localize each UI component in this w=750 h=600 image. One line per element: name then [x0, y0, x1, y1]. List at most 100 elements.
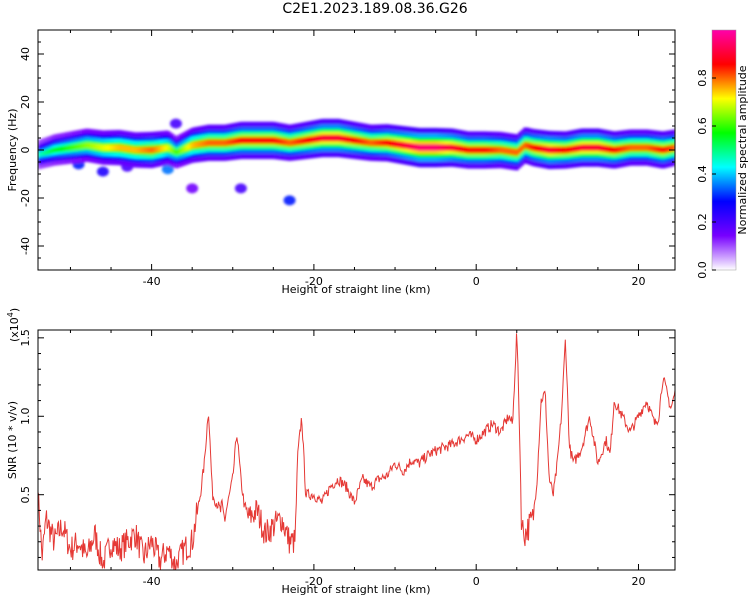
spectrogram-cell: [263, 137, 267, 144]
spectrogram-cell: [319, 134, 323, 142]
spectrogram-axes: -40 -20 0 20 -40 -20 0 20 40: [19, 30, 675, 288]
spectrogram-cell: [368, 139, 372, 146]
spectrogram-cell: [520, 144, 524, 151]
spectrogram-cell: [118, 144, 122, 151]
spectrogram-cell: [552, 146, 556, 154]
spectrogram-cell: [518, 146, 522, 154]
spectrogram-cell: [185, 144, 189, 151]
y-tick-label: 40: [19, 47, 32, 61]
spectrogram-cell: [422, 144, 426, 151]
spectrogram-cell: [273, 137, 277, 144]
x-tick-label: -20: [305, 275, 323, 288]
spectrogram-cell: [207, 139, 211, 146]
spectrogram-cell: [530, 144, 534, 151]
spectrogram-cell: [72, 144, 76, 150]
spectrogram-y-axis-title: Frequency (Hz): [6, 109, 19, 192]
spectrogram-cell: [64, 145, 68, 151]
spectrogram-cell: [214, 139, 218, 146]
spectrogram-cell: [439, 144, 443, 151]
spectrogram-cell: [324, 134, 328, 142]
spectrogram-cell: [400, 141, 404, 149]
spectrogram-cell: [442, 144, 446, 151]
spectrogram-cell: [305, 137, 309, 144]
spectrogram-cell: [403, 142, 407, 149]
spectrogram-cell: [633, 144, 637, 151]
snr-scale-factor: (x104): [6, 308, 21, 342]
spectrogram-cell: [456, 145, 460, 152]
y-tick-label: 20: [19, 95, 32, 109]
spectrogram-cell: [388, 139, 392, 147]
spectrogram-cell: [554, 146, 558, 154]
spectrogram-cell: [662, 146, 666, 153]
spectrogram-cell: [126, 145, 130, 152]
spectrogram-cell: [322, 134, 326, 142]
spectrogram-cell: [378, 139, 382, 146]
spectrogram-cell: [312, 136, 316, 143]
spectrogram-cell: [351, 136, 355, 144]
spectrogram-cell: [55, 146, 59, 153]
spectrogram-cell: [327, 134, 331, 142]
colorbar-tick-label: 0.0: [696, 261, 709, 279]
snr-axes: -40 -20 0 20 0.5 1.0 1.5: [19, 329, 675, 588]
spectrogram-cell: [268, 137, 272, 144]
spectrogram-cell: [559, 146, 563, 154]
spectrogram-cell: [243, 137, 247, 144]
spectrogram-cell: [153, 146, 157, 153]
spectrogram-cell: [283, 138, 287, 146]
colorbar: 0.0 0.2 0.4 0.6 0.8 Normalized spectral ampl…: [696, 29, 749, 279]
spectrogram-cell: [545, 146, 549, 153]
spectrogram-cell: [292, 139, 296, 146]
spectrogram-cell: [444, 144, 448, 151]
spectrogram-cell: [256, 137, 260, 144]
spectrogram-cell: [62, 145, 66, 152]
spectrogram-cell: [136, 146, 140, 154]
x-tick-label: 0: [473, 275, 480, 288]
spectrogram-panel: -40 -20 0 20 -40 -20 0 20 40 Height of straight …: [6, 29, 676, 296]
spectrogram-cell: [332, 134, 336, 142]
spectrogram-cell: [104, 144, 108, 151]
spectrogram-cell: [381, 139, 385, 146]
spectrogram-cell: [393, 140, 397, 148]
spectrogram-cell: [469, 146, 473, 154]
spectrogram-cell: [162, 145, 166, 152]
spectrogram-cell: [160, 145, 164, 152]
spectrogram-cell: [42, 150, 46, 156]
spectrogram-cell: [486, 146, 490, 154]
spectrogram-cell: [77, 143, 81, 150]
spectrogram-cell: [175, 149, 179, 155]
colorbar-gradient: [712, 30, 736, 270]
spectrogram-cell: [113, 144, 117, 151]
spectrogram-cell: [131, 146, 135, 153]
spectrogram-cell: [177, 148, 181, 154]
spectrogram-cell: [630, 144, 634, 151]
spectrogram-cell: [513, 148, 517, 156]
spectrogram-cell: [349, 136, 353, 144]
spectrogram-cell: [410, 143, 414, 150]
spectrogram-cell: [180, 147, 184, 153]
spectrogram-cell: [121, 145, 125, 152]
spectrogram-cell: [297, 138, 301, 145]
spectrogram-cell: [373, 139, 377, 146]
spectrogram-cell: [234, 138, 238, 145]
colorbar-tick-label: 0.4: [696, 165, 709, 183]
spectrogram-cell: [584, 144, 588, 151]
spectrogram-cell: [111, 144, 115, 151]
spectrogram-cell: [425, 144, 429, 151]
spectrogram-cell: [452, 144, 456, 152]
spectrogram-cell: [667, 145, 671, 152]
spectrogram-cell: [665, 146, 669, 153]
colorbar-frame: [711, 29, 737, 271]
spectrogram-cell: [434, 144, 438, 151]
spectrogram-cell: [589, 144, 593, 151]
spectrogram-cell: [481, 146, 485, 154]
spectrogram-cell: [515, 149, 519, 156]
spectrogram-cell: [260, 137, 264, 144]
spectrogram-cell: [248, 137, 252, 144]
spectrogram-cell: [606, 145, 610, 153]
spectrogram-cell: [346, 136, 350, 143]
spectrogram-cell: [123, 145, 127, 152]
y-tick-label: -20: [19, 189, 32, 207]
spectrogram-cell: [236, 137, 240, 145]
spectrogram-cell: [626, 144, 630, 152]
spectrogram-cell: [302, 137, 306, 144]
